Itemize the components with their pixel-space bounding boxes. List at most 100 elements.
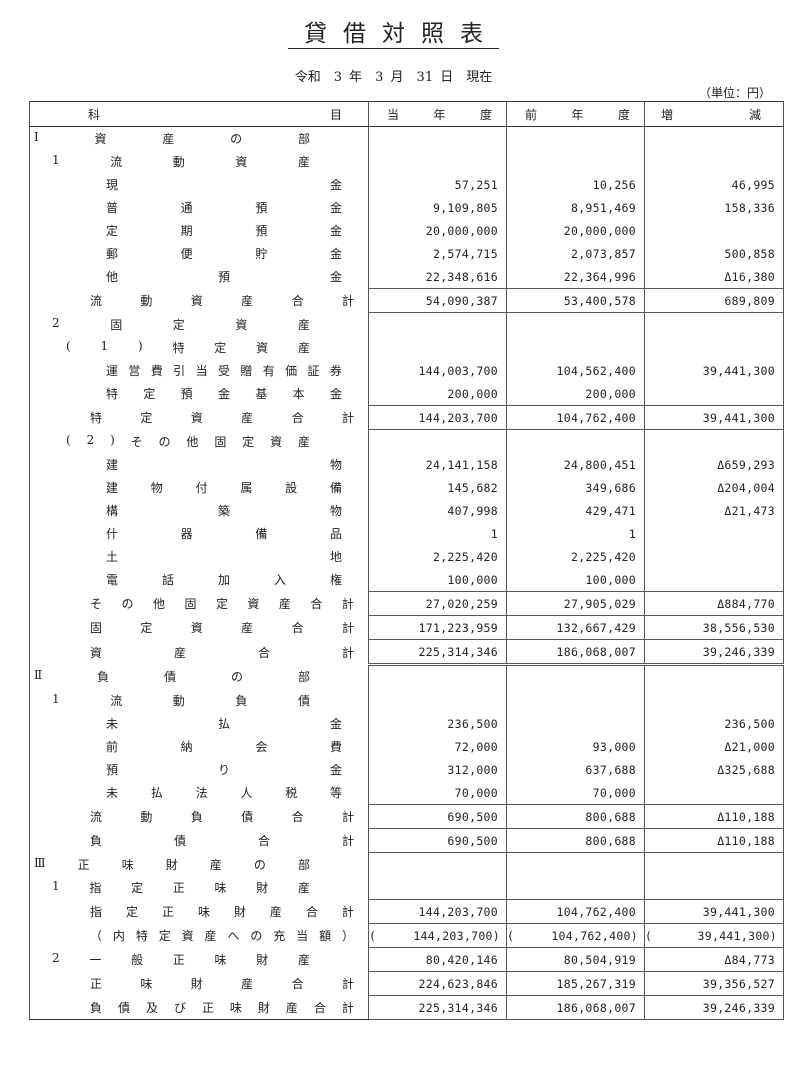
row-label-cell: (2) その他固定資産 xyxy=(29,429,369,453)
amount-cur: 312,000 xyxy=(368,758,507,781)
amount-diff: 39,441,300 xyxy=(644,405,784,430)
amount-cur: 225,314,346 xyxy=(368,639,507,665)
amount-value: 104,762,400 xyxy=(556,410,636,425)
amount-prev: 80,504,919 xyxy=(506,947,645,972)
table-row: 他預金 22,348,616 22,364,996 Δ16,380 xyxy=(29,265,784,289)
amount-value: 10,256 xyxy=(592,177,636,192)
amount-prev: 70,000 xyxy=(506,781,645,805)
amount-diff: Δ110,188 xyxy=(644,828,784,853)
amount-cur xyxy=(368,663,507,689)
row-label: 構築物 xyxy=(106,504,342,518)
amount-value: Δ884,770 xyxy=(717,596,775,611)
amount-value: 27,020,259 xyxy=(425,596,498,611)
amount-value: 100,000 xyxy=(585,572,636,587)
amount-diff xyxy=(644,781,784,805)
amount-prev: 186,068,007 xyxy=(506,995,645,1020)
header-change: 増 減 xyxy=(644,101,784,127)
row-label: 前納会費 xyxy=(106,740,342,754)
amount-diff xyxy=(644,429,784,453)
amount-diff: 158,336 xyxy=(644,196,784,219)
amount-diff: 39,441,300 xyxy=(644,359,784,382)
table-row: 資産合計 225,314,346 186,068,007 39,246,339 xyxy=(29,639,784,665)
amount-diff xyxy=(644,150,784,173)
amount-value: 144,203,700 xyxy=(418,410,498,425)
row-label: 特定資産合計 xyxy=(90,411,354,425)
row-label: 資産合計 xyxy=(90,645,354,660)
amount-prev: 24,800,451 xyxy=(506,453,645,476)
table-row: 固定資産合計 171,223,959 132,667,429 38,556,530 xyxy=(29,615,784,640)
row-label: 普通預金 xyxy=(106,201,342,215)
amount-value: 185,267,319 xyxy=(556,976,636,991)
row-label: 運営費引当受贈有価証券 xyxy=(106,364,342,378)
amount-value: 1 xyxy=(490,526,498,541)
amount-diff: 39,356,527 xyxy=(644,971,784,996)
table-row: 未払法人税等 70,000 70,000 xyxy=(29,781,784,805)
amount-prev: 2,225,420 xyxy=(506,545,645,568)
amount-value: Δ110,188 xyxy=(717,833,775,848)
document-title: 貸借対照表 xyxy=(0,14,787,49)
amount-value: 2,574,715 xyxy=(432,246,498,261)
table-row: 構築物 407,998 429,471 Δ21,473 xyxy=(29,499,784,522)
row-label-cell: （内特定資産への充当額） xyxy=(29,923,369,948)
amount-cur: 20,000,000 xyxy=(368,219,507,242)
amount-value: Δ325,688 xyxy=(717,762,775,777)
row-label: 未払金 xyxy=(106,717,342,731)
amount-value: Δ21,000 xyxy=(724,739,775,754)
unit-note: （単位：円） xyxy=(698,86,771,100)
amount-prev: (104,762,400) xyxy=(506,923,645,948)
amount-cur: (144,203,700) xyxy=(368,923,507,948)
header-current-3: 度 xyxy=(479,107,492,122)
row-label: 定期預金 xyxy=(106,224,342,238)
header-change-1: 増 xyxy=(661,107,674,122)
amount-value: 22,348,616 xyxy=(425,269,498,284)
amount-prev xyxy=(506,876,645,900)
amount-cur: 54,090,387 xyxy=(368,288,507,313)
row-label: (1) 特定資産 xyxy=(66,339,310,355)
amount-value: 8,951,469 xyxy=(570,200,636,215)
table-row: (2) その他固定資産 xyxy=(29,429,784,453)
amount-value: 500,858 xyxy=(724,246,775,261)
amount-prev xyxy=(506,150,645,173)
amount-value: 2,073,857 xyxy=(570,246,636,261)
amount-diff: Δ204,004 xyxy=(644,476,784,499)
row-label: 什器備品 xyxy=(106,527,342,541)
amount-cur xyxy=(368,876,507,900)
amount-diff xyxy=(644,852,784,876)
row-label-cell: (1) 特定資産 xyxy=(29,336,369,359)
table-row: 普通預金 9,109,805 8,951,469 158,336 xyxy=(29,196,784,219)
amount-value: 20,000,000 xyxy=(563,223,636,238)
amount-prev: 104,762,400 xyxy=(506,899,645,924)
table-row: 預り金 312,000 637,688 Δ325,688 xyxy=(29,758,784,781)
amount-diff xyxy=(644,126,784,150)
row-label: 他預金 xyxy=(106,270,342,285)
table-row: 現金 57,251 10,256 46,995 xyxy=(29,173,784,196)
amount-cur: 24,141,158 xyxy=(368,453,507,476)
amount-prev: 27,905,029 xyxy=(506,591,645,616)
amount-diff: Δ84,773 xyxy=(644,947,784,972)
table-row: (1) 特定資産 xyxy=(29,336,784,359)
amount-cur: 407,998 xyxy=(368,499,507,522)
paren-open: ( xyxy=(369,928,377,943)
amount-cur xyxy=(368,852,507,876)
table-row: 2 一般正味財産 80,420,146 80,504,919 Δ84,773 xyxy=(29,947,784,972)
amount-cur: 144,203,700 xyxy=(368,405,507,430)
amount-cur: 171,223,959 xyxy=(368,615,507,640)
row-label: 負債合計 xyxy=(90,834,354,848)
row-label: 預り金 xyxy=(106,763,342,777)
row-label-cell: 指定正味財産合計 xyxy=(29,899,369,924)
amount-cur: 225,314,346 xyxy=(368,995,507,1020)
amount-diff xyxy=(644,689,784,712)
table-row: 什器備品 1 1 xyxy=(29,522,784,545)
amount-prev: 429,471 xyxy=(506,499,645,522)
amount-diff: (39,441,300) xyxy=(644,923,784,948)
amount-diff: 38,556,530 xyxy=(644,615,784,640)
table-row: 定期預金 20,000,000 20,000,000 xyxy=(29,219,784,242)
amount-value: 104,762,400) xyxy=(551,928,638,943)
